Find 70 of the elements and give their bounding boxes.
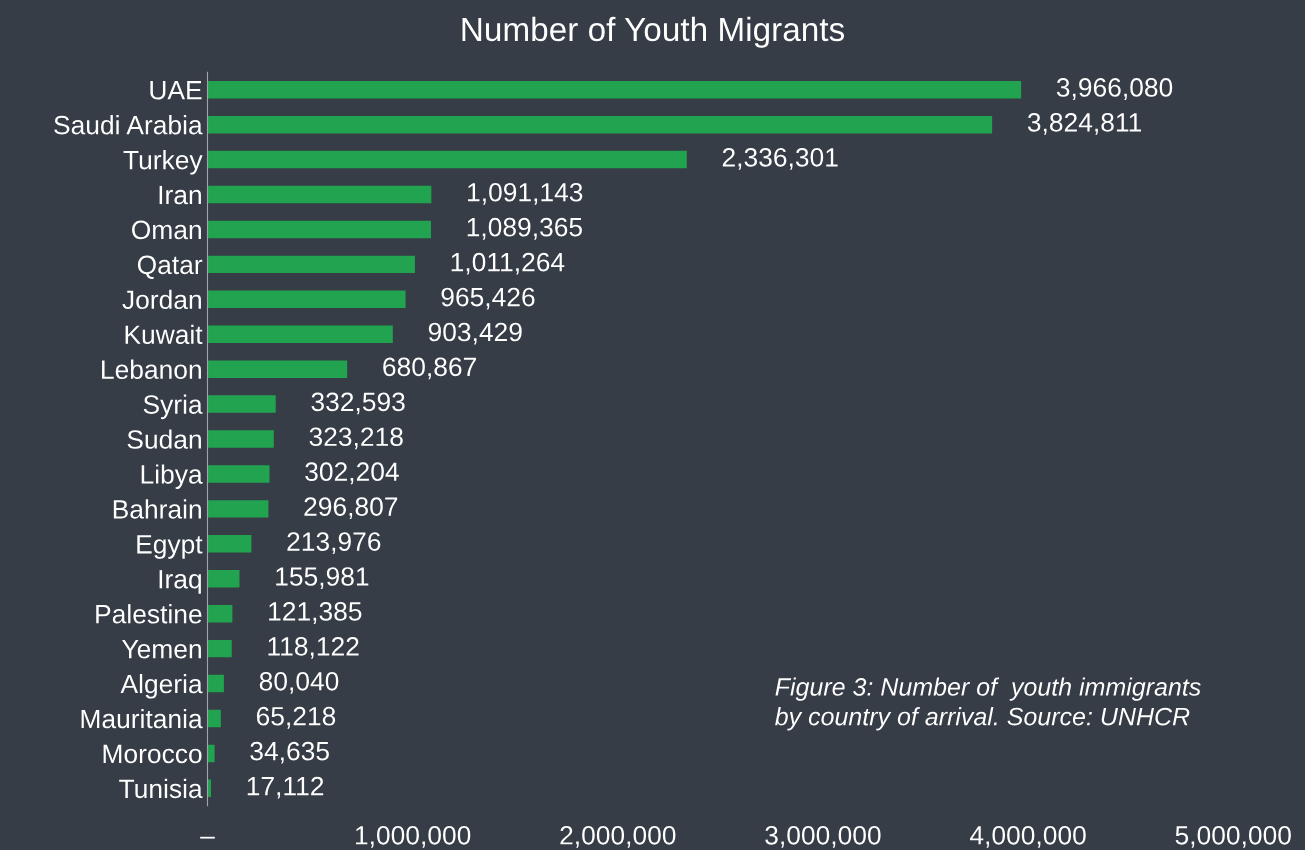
- bar: [207, 604, 233, 623]
- bar: [207, 500, 269, 518]
- bar: [207, 674, 224, 693]
- y-tick-label: Palestine: [96, 604, 202, 624]
- data-label: 680,867: [383, 357, 476, 380]
- x-tick-label: 4,000,000: [969, 825, 1086, 848]
- bar: [207, 255, 415, 274]
- y-tick-label: Saudi Arabia: [54, 115, 203, 135]
- y-tick-label: Bahrain: [113, 499, 201, 519]
- x-tick-label: 3,000,000: [765, 825, 881, 848]
- bar: [207, 290, 406, 309]
- bar: [207, 465, 270, 483]
- x-tick-label: 2,000,000: [560, 825, 676, 848]
- data-label: 903,429: [428, 322, 522, 345]
- data-label: 332,593: [311, 392, 405, 415]
- data-label: 34,635: [250, 741, 329, 764]
- bar: [207, 709, 221, 728]
- y-tick-label: Kuwait: [125, 324, 203, 345]
- y-tick-label: Iraq: [159, 570, 201, 594]
- y-tick-label: Libya: [141, 464, 203, 489]
- bar: [207, 360, 348, 378]
- y-tick-label: Turkey: [123, 150, 203, 175]
- bar: [207, 220, 431, 239]
- bar: [207, 325, 393, 343]
- y-tick-label: UAE: [150, 81, 202, 100]
- data-label: 296,807: [304, 497, 398, 520]
- y-tick-label: Yemen: [122, 640, 201, 659]
- data-label: 965,426: [441, 287, 535, 310]
- bar: [207, 115, 993, 134]
- chart-title: Number of Youth Migrants: [462, 16, 845, 48]
- y-tick-label: Sudan: [127, 429, 201, 449]
- y-tick-label: Iran: [159, 185, 201, 205]
- y-tick-label: Lebanon: [102, 359, 201, 379]
- data-label: 2,336,301: [722, 147, 838, 170]
- x-tick-label: –: [200, 836, 215, 839]
- data-label: 118,122: [268, 637, 359, 659]
- data-label: 80,040: [259, 671, 339, 694]
- data-label: 3,824,811: [1027, 113, 1142, 135]
- y-tick-label: Algeria: [120, 673, 203, 699]
- data-label: 213,976: [287, 532, 381, 555]
- y-tick-label: Syria: [143, 394, 203, 420]
- bar: [207, 639, 232, 658]
- x-tick-label: 5,000,000: [1175, 825, 1291, 848]
- y-tick-label: Morocco: [103, 744, 202, 764]
- bar: [207, 430, 274, 448]
- bar: [207, 744, 215, 763]
- data-label: 302,204: [305, 462, 399, 485]
- y-tick-label: Qatar: [137, 255, 203, 279]
- y-tick-label: Mauritania: [81, 708, 203, 729]
- y-tick-label: Egypt: [137, 535, 203, 559]
- data-label: 155,981: [276, 567, 369, 589]
- y-tick-label: Tunisia: [119, 778, 203, 799]
- bar: [207, 570, 240, 588]
- data-label: 121,385: [269, 602, 362, 624]
- bar: [207, 535, 252, 553]
- data-label: 323,218: [309, 427, 403, 450]
- bar: [207, 185, 432, 204]
- data-label: 1,091,143: [468, 182, 583, 205]
- bar: [207, 150, 687, 169]
- y-tick-label: Oman: [132, 220, 201, 240]
- data-label: 17,112: [247, 776, 324, 799]
- annotation: Figure 3: Number of youth immigrants by country of arrival. Source: UNHCR: [775, 677, 1201, 731]
- data-label: 3,966,080: [1056, 78, 1173, 100]
- bar: [207, 80, 1022, 99]
- x-tick-label: 1,000,000: [355, 825, 471, 848]
- data-label: 65,218: [256, 706, 336, 729]
- data-label: 1,011,264: [451, 252, 565, 275]
- y-tick-label: Jordan: [122, 289, 201, 310]
- data-label: 1,089,365: [467, 217, 582, 240]
- bar: [207, 395, 276, 413]
